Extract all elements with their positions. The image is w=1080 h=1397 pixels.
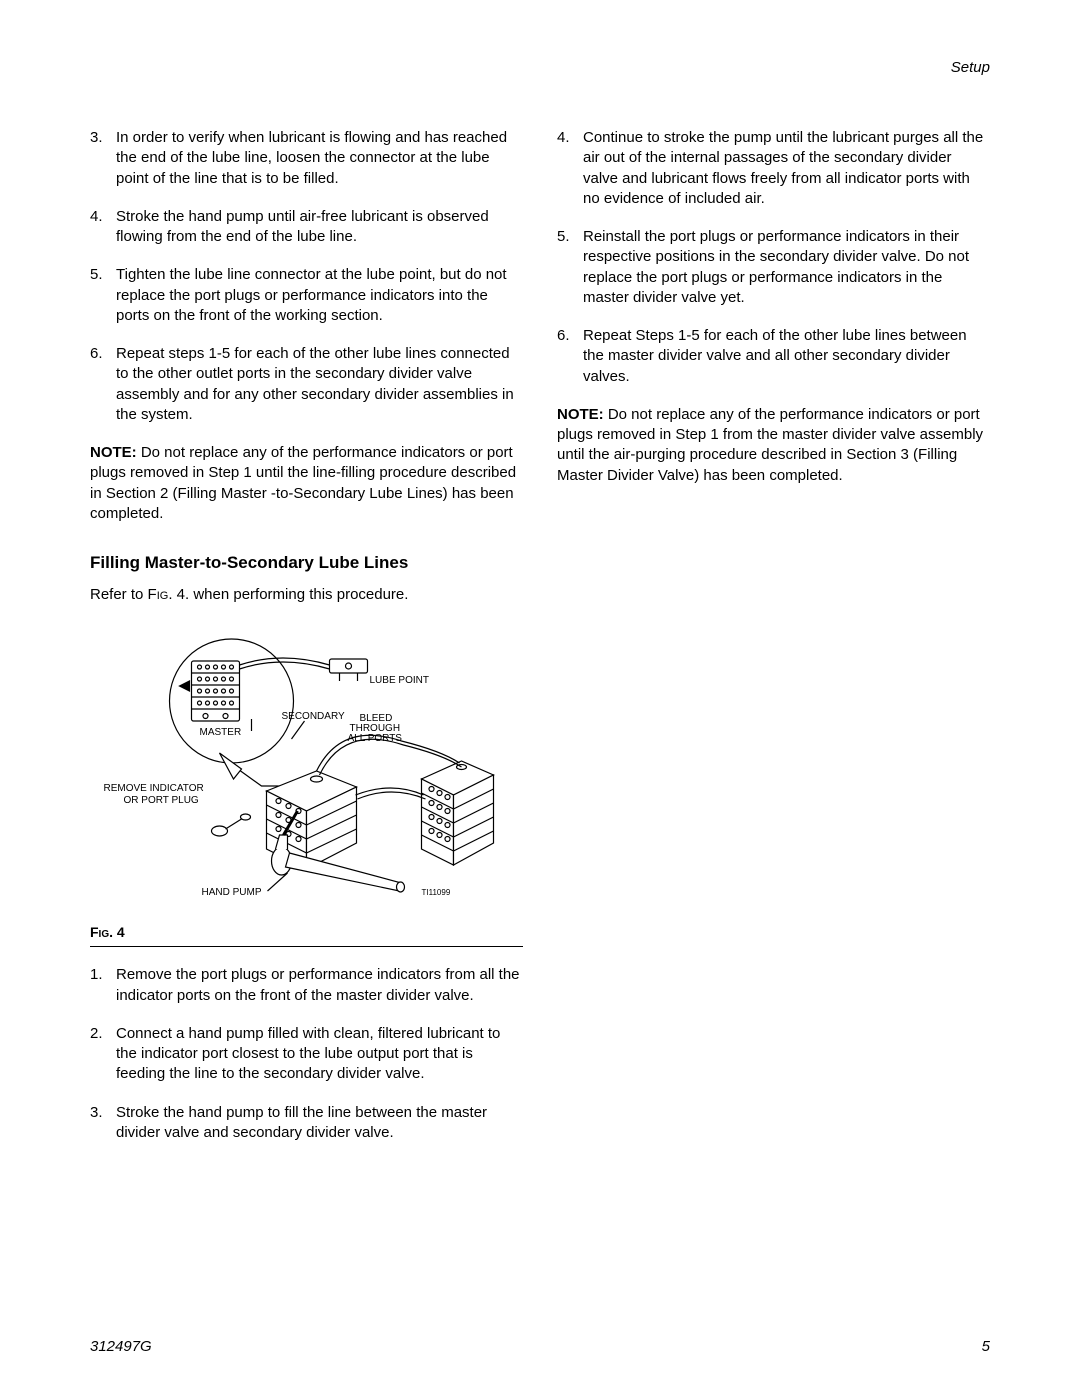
note-right: NOTE: Do not replace any of the performa… bbox=[557, 405, 990, 486]
list-b: 1. Remove the port plugs or performance … bbox=[90, 965, 523, 1143]
item-text: Stroke the hand pump until air-free lubr… bbox=[116, 207, 523, 248]
subheading: Filling Master-to-Secondary Lube Lines bbox=[90, 552, 523, 575]
note-label: NOTE: bbox=[557, 406, 604, 423]
list-item: 2. Connect a hand pump filled with clean… bbox=[90, 1024, 523, 1085]
item-text: Reinstall the port plugs or performance … bbox=[583, 227, 990, 308]
note-text: Do not replace any of the performance in… bbox=[557, 406, 983, 484]
item-number: 5. bbox=[557, 227, 583, 308]
item-number: 6. bbox=[90, 344, 116, 425]
note-label: NOTE: bbox=[90, 444, 137, 461]
label-hand-pump: HAND PUMP bbox=[202, 887, 262, 898]
refer-line: Refer to Fig. 4. when performing this pr… bbox=[90, 585, 523, 605]
right-block-icon bbox=[422, 761, 494, 865]
item-number: 3. bbox=[90, 128, 116, 189]
figure-caption: Fig. 4 bbox=[90, 923, 523, 947]
item-text: Stroke the hand pump to fill the line be… bbox=[116, 1103, 523, 1144]
label-bleed3: ALL PORTS bbox=[348, 733, 403, 744]
label-remove1: REMOVE INDICATOR bbox=[104, 783, 204, 794]
label-master: MASTER bbox=[200, 727, 242, 738]
list-item: 6. Repeat steps 1-5 for each of the othe… bbox=[90, 344, 523, 425]
label-ti: TI11099 bbox=[422, 888, 451, 897]
item-number: 3. bbox=[90, 1103, 116, 1144]
item-text: Repeat Steps 1-5 for each of the other l… bbox=[583, 326, 990, 387]
header-section: Setup bbox=[951, 58, 990, 78]
item-number: 2. bbox=[90, 1024, 116, 1085]
list-item: 1. Remove the port plugs or performance … bbox=[90, 965, 523, 1006]
item-text: Remove the port plugs or performance ind… bbox=[116, 965, 523, 1006]
diagram-svg: LUBE POINT SECONDARY BLEED THROUGH ALL P… bbox=[90, 631, 523, 911]
item-number: 5. bbox=[90, 265, 116, 326]
label-secondary: SECONDARY bbox=[282, 711, 345, 722]
item-text: Continue to stroke the pump until the lu… bbox=[583, 128, 990, 209]
list-item: 4. Stroke the hand pump until air-free l… bbox=[90, 207, 523, 248]
list-item: 6. Repeat Steps 1-5 for each of the othe… bbox=[557, 326, 990, 387]
list-item: 5. Reinstall the port plugs or performan… bbox=[557, 227, 990, 308]
list-item: 3. Stroke the hand pump to fill the line… bbox=[90, 1103, 523, 1144]
refer-fig: Fig bbox=[148, 586, 169, 603]
port-plug-icon bbox=[212, 814, 251, 836]
item-number: 6. bbox=[557, 326, 583, 387]
list-item: 4. Continue to stroke the pump until the… bbox=[557, 128, 990, 209]
item-number: 4. bbox=[557, 128, 583, 209]
figure-4: LUBE POINT SECONDARY BLEED THROUGH ALL P… bbox=[90, 631, 523, 917]
list-a: 3. In order to verify when lubricant is … bbox=[90, 128, 523, 425]
item-text: Repeat steps 1-5 for each of the other l… bbox=[116, 344, 523, 425]
footer: 312497G 5 bbox=[90, 1337, 990, 1357]
note-a: NOTE: Do not replace any of the performa… bbox=[90, 443, 523, 524]
item-number: 4. bbox=[90, 207, 116, 248]
refer-post: . 4. when performing this procedure. bbox=[168, 586, 408, 603]
lube-point-icon bbox=[330, 659, 368, 681]
master-block-icon bbox=[192, 661, 240, 721]
right-list: 4. Continue to stroke the pump until the… bbox=[557, 128, 990, 387]
right-column: 4. Continue to stroke the pump until the… bbox=[557, 128, 990, 1161]
item-text: In order to verify when lubricant is flo… bbox=[116, 128, 523, 189]
label-lube-point: LUBE POINT bbox=[370, 675, 429, 686]
list-item: 5. Tighten the lube line connector at th… bbox=[90, 265, 523, 326]
content-columns: 3. In order to verify when lubricant is … bbox=[90, 128, 990, 1161]
footer-page: 5 bbox=[982, 1337, 990, 1357]
note-text: Do not replace any of the performance in… bbox=[90, 444, 516, 522]
item-text: Connect a hand pump filled with clean, f… bbox=[116, 1024, 523, 1085]
item-text: Tighten the lube line connector at the l… bbox=[116, 265, 523, 326]
left-column: 3. In order to verify when lubricant is … bbox=[90, 128, 523, 1161]
footer-doc: 312497G bbox=[90, 1337, 152, 1357]
list-item: 3. In order to verify when lubricant is … bbox=[90, 128, 523, 189]
refer-pre: Refer to bbox=[90, 586, 148, 603]
item-number: 1. bbox=[90, 965, 116, 1006]
label-remove2: OR PORT PLUG bbox=[124, 795, 199, 806]
